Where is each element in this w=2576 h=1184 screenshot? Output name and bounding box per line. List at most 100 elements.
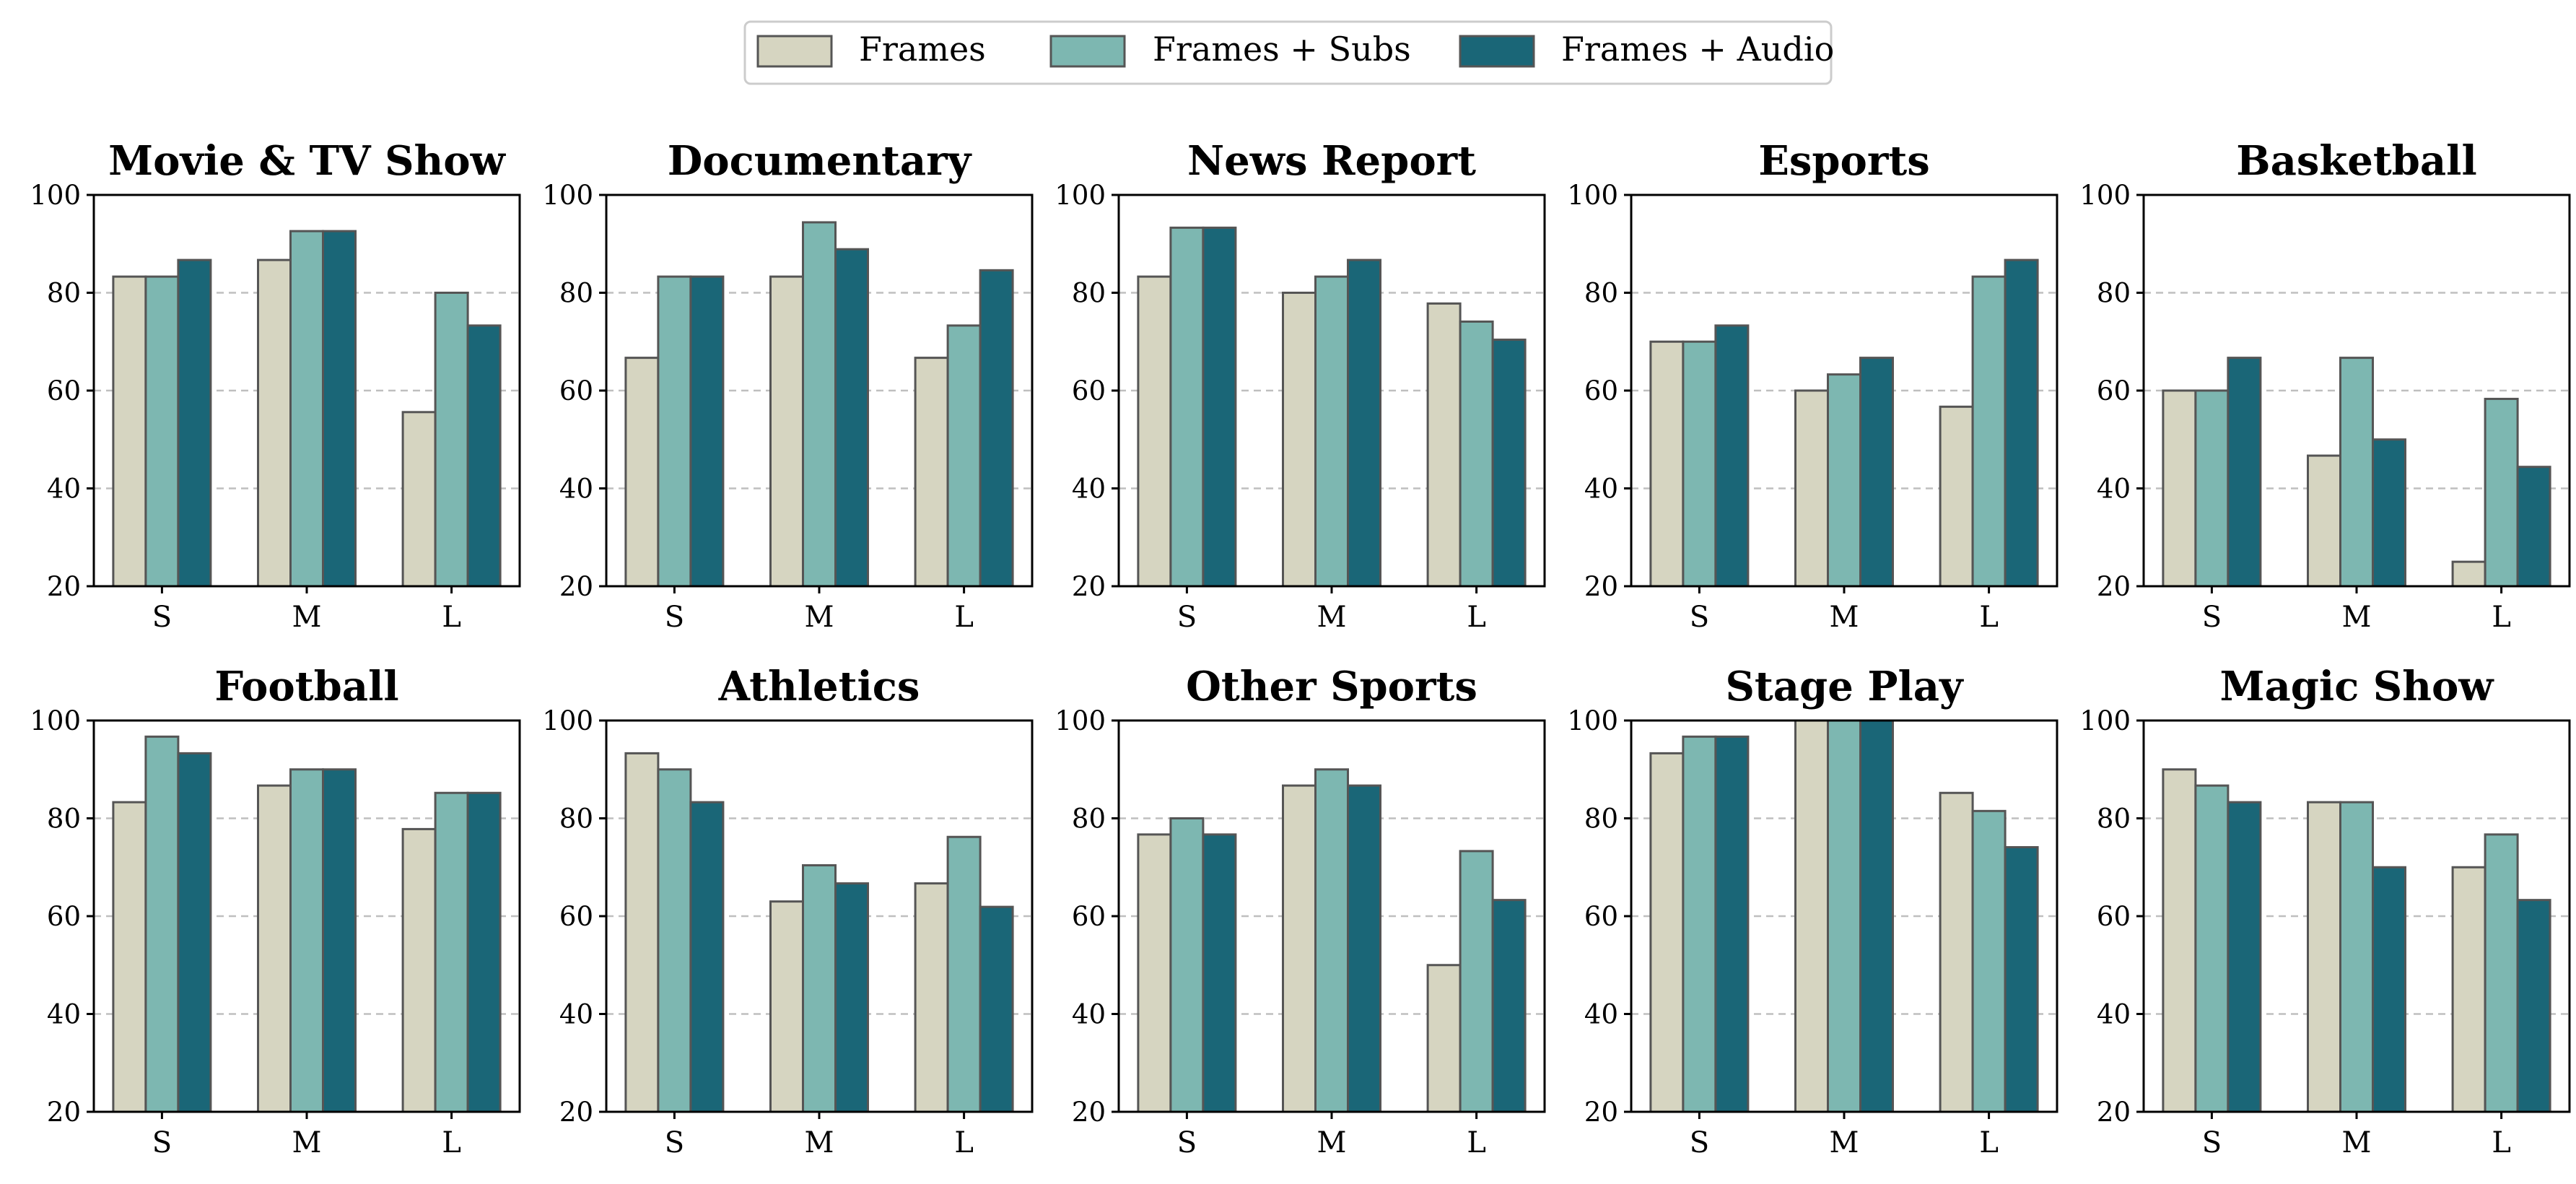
y-tick-label: 60 — [47, 375, 81, 406]
legend-label-frames-subs: Frames + Subs — [1153, 30, 1411, 69]
bar-frames-subs-s — [1169, 226, 1205, 588]
subplot-movie-and-tv-show: Movie & TV Show 20 40 60 80 100 S M L — [30, 137, 521, 634]
bar-frames-m — [1282, 292, 1317, 588]
y-tick-label: 100 — [2079, 705, 2131, 736]
bar-frames-subs-m — [289, 230, 324, 588]
y-tick-label: 40 — [2097, 474, 2131, 505]
bar-frames-audio-l — [466, 324, 502, 588]
x-tick-label-l: L — [1467, 1126, 1486, 1159]
bar-frames-m — [2307, 454, 2341, 588]
bar-frames-audio-s — [1714, 324, 1750, 588]
subplot-title: Basketball — [2236, 137, 2476, 185]
bar-frames-audio-m — [322, 768, 357, 1113]
x-tick-label-l: L — [954, 601, 974, 634]
bar-frames-audio-s — [689, 801, 725, 1113]
y-tick-label: 100 — [1055, 705, 1106, 736]
subplot-title: News Report — [1187, 137, 1476, 185]
x-tick-label-l: L — [1979, 1126, 1999, 1159]
bar-frames-audio-s — [2227, 801, 2262, 1113]
y-tick-label: 60 — [47, 901, 81, 932]
bar-frames-subs-l — [1971, 809, 2007, 1113]
y-tick-label: 80 — [1584, 278, 1618, 309]
bar-frames-subs-l — [434, 292, 469, 588]
legend-swatch-frames-subs — [1049, 35, 1126, 68]
bar-frames-s — [112, 275, 147, 588]
x-tick-label-s: S — [2202, 1126, 2222, 1159]
bar-frames-subs-s — [657, 275, 692, 588]
bar-frames-s — [1649, 752, 1685, 1113]
bar-frames-s — [112, 801, 147, 1113]
bar-frames-s — [1137, 275, 1172, 588]
y-tick-label: 40 — [1584, 474, 1618, 505]
y-tick-label: 40 — [2097, 999, 2131, 1030]
y-tick-label: 80 — [1584, 804, 1618, 835]
y-tick-label: 100 — [1567, 705, 1618, 736]
subplot-basketball: Basketball 20 40 60 80 100 S M L — [2079, 137, 2571, 634]
y-tick-label: 40 — [559, 474, 593, 505]
y-tick-label: 80 — [1072, 804, 1106, 835]
x-tick-label-s: S — [1177, 1126, 1197, 1159]
bar-frames-subs-l — [946, 835, 982, 1113]
bar-frames-subs-l — [1459, 850, 1494, 1113]
y-tick-label: 60 — [559, 375, 593, 406]
bar-frames-subs-s — [1169, 817, 1205, 1113]
y-tick-label: 20 — [559, 571, 593, 602]
bar-frames-audio-s — [1714, 735, 1750, 1113]
x-tick-label-l: L — [2492, 601, 2511, 634]
legend-frame — [743, 20, 1833, 85]
bar-frames-l — [1939, 791, 1974, 1113]
y-tick-label: 100 — [542, 180, 593, 211]
subplot-football: Football 20 40 60 80 100 S M L — [30, 663, 521, 1159]
bar-frames-audio-l — [2004, 258, 2039, 588]
x-tick-label-m: M — [805, 601, 834, 634]
subplot-title: Documentary — [668, 137, 972, 185]
y-tick-label: 40 — [47, 474, 81, 505]
bar-frames-s — [2162, 389, 2197, 588]
bar-frames-subs-m — [802, 864, 837, 1113]
bar-frames-subs-s — [144, 275, 180, 588]
bar-frames-l — [914, 882, 949, 1113]
bar-frames-audio-l — [1491, 339, 1527, 588]
subplot-title: Magic Show — [2219, 663, 2494, 710]
legend-label-frames: Frames — [859, 30, 986, 69]
x-tick-label-l: L — [442, 1126, 461, 1159]
y-tick-label: 80 — [1072, 278, 1106, 309]
bar-frames-m — [769, 275, 804, 588]
x-tick-label-s: S — [152, 601, 172, 634]
y-tick-label: 20 — [2097, 1097, 2131, 1128]
bar-frames-m — [2307, 801, 2341, 1113]
y-tick-label: 20 — [1584, 571, 1618, 602]
subplot-stage-play: Stage Play 20 40 60 80 100 S M L — [1567, 663, 2058, 1159]
bar-frames-subs-l — [2484, 833, 2519, 1113]
y-tick-label: 20 — [559, 1097, 593, 1128]
y-tick-label: 80 — [47, 278, 81, 309]
bar-frames-audio-m — [1859, 719, 1894, 1113]
bar-frames-subs-s — [2194, 389, 2230, 588]
bar-frames-s — [2162, 768, 2197, 1113]
bar-frames-m — [1794, 719, 1829, 1113]
x-tick-label-l: L — [442, 601, 461, 634]
bar-frames-s — [1137, 833, 1172, 1113]
bar-frames-subs-l — [946, 324, 982, 588]
bar-frames-audio-m — [322, 230, 357, 588]
subplot-title: Football — [214, 663, 398, 710]
bar-frames-subs-s — [144, 735, 180, 1113]
bar-frames-subs-s — [1682, 735, 1717, 1113]
bar-frames-audio-s — [177, 258, 212, 588]
subplot-documentary: Documentary 20 40 60 80 100 S M L — [542, 137, 1034, 634]
bar-frames-subs-m — [1827, 373, 1861, 588]
y-tick-label: 60 — [1072, 901, 1106, 932]
x-tick-label-m: M — [1830, 1126, 1859, 1159]
bar-frames-audio-m — [1347, 258, 1381, 588]
bar-frames-audio-s — [2227, 357, 2262, 588]
bar-frames-subs-s — [2194, 784, 2230, 1113]
subplot-athletics: Athletics 20 40 60 80 100 S M L — [542, 663, 1034, 1159]
x-tick-label-l: L — [1467, 601, 1486, 634]
bar-frames-audio-l — [979, 269, 1014, 588]
subplot-title: Athletics — [718, 663, 920, 710]
bar-frames-subs-m — [1314, 768, 1349, 1113]
y-tick-label: 40 — [1584, 999, 1618, 1030]
y-tick-label: 60 — [2097, 375, 2131, 406]
y-tick-label: 20 — [47, 571, 81, 602]
